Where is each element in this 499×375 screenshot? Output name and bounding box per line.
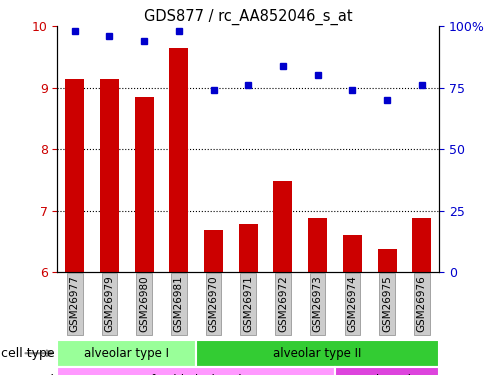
- Bar: [57, 367, 335, 375]
- Text: GSM26973: GSM26973: [313, 276, 323, 332]
- Bar: [378, 249, 397, 272]
- Text: GSM26972: GSM26972: [278, 276, 288, 332]
- Text: GSM26981: GSM26981: [174, 276, 184, 332]
- Text: GSM26979: GSM26979: [104, 276, 114, 332]
- Text: GSM26971: GSM26971: [243, 276, 253, 332]
- Text: alveolar type II: alveolar type II: [273, 347, 362, 360]
- Text: GSM26974: GSM26974: [347, 276, 357, 332]
- Text: GSM26976: GSM26976: [417, 276, 427, 332]
- Bar: [343, 236, 362, 272]
- Title: GDS877 / rc_AA852046_s_at: GDS877 / rc_AA852046_s_at: [144, 9, 353, 25]
- Bar: [308, 218, 327, 272]
- Bar: [412, 218, 431, 272]
- Text: GSM26970: GSM26970: [209, 276, 219, 332]
- Text: cell type: cell type: [1, 347, 55, 360]
- Bar: [273, 181, 292, 272]
- Bar: [169, 48, 189, 272]
- Bar: [204, 230, 223, 272]
- Bar: [65, 78, 84, 272]
- Bar: [57, 340, 196, 367]
- Bar: [196, 340, 439, 367]
- Text: alveolar type I: alveolar type I: [84, 347, 169, 360]
- Text: GSM26980: GSM26980: [139, 276, 149, 332]
- Text: protocol: protocol: [4, 374, 55, 375]
- Text: freshly isolated: freshly isolated: [151, 374, 242, 375]
- Text: cultured: cultured: [363, 374, 412, 375]
- Bar: [239, 224, 258, 272]
- Bar: [135, 97, 154, 272]
- Bar: [335, 367, 439, 375]
- Text: GSM26975: GSM26975: [382, 276, 392, 332]
- Text: GSM26977: GSM26977: [70, 276, 80, 332]
- Bar: [100, 78, 119, 272]
